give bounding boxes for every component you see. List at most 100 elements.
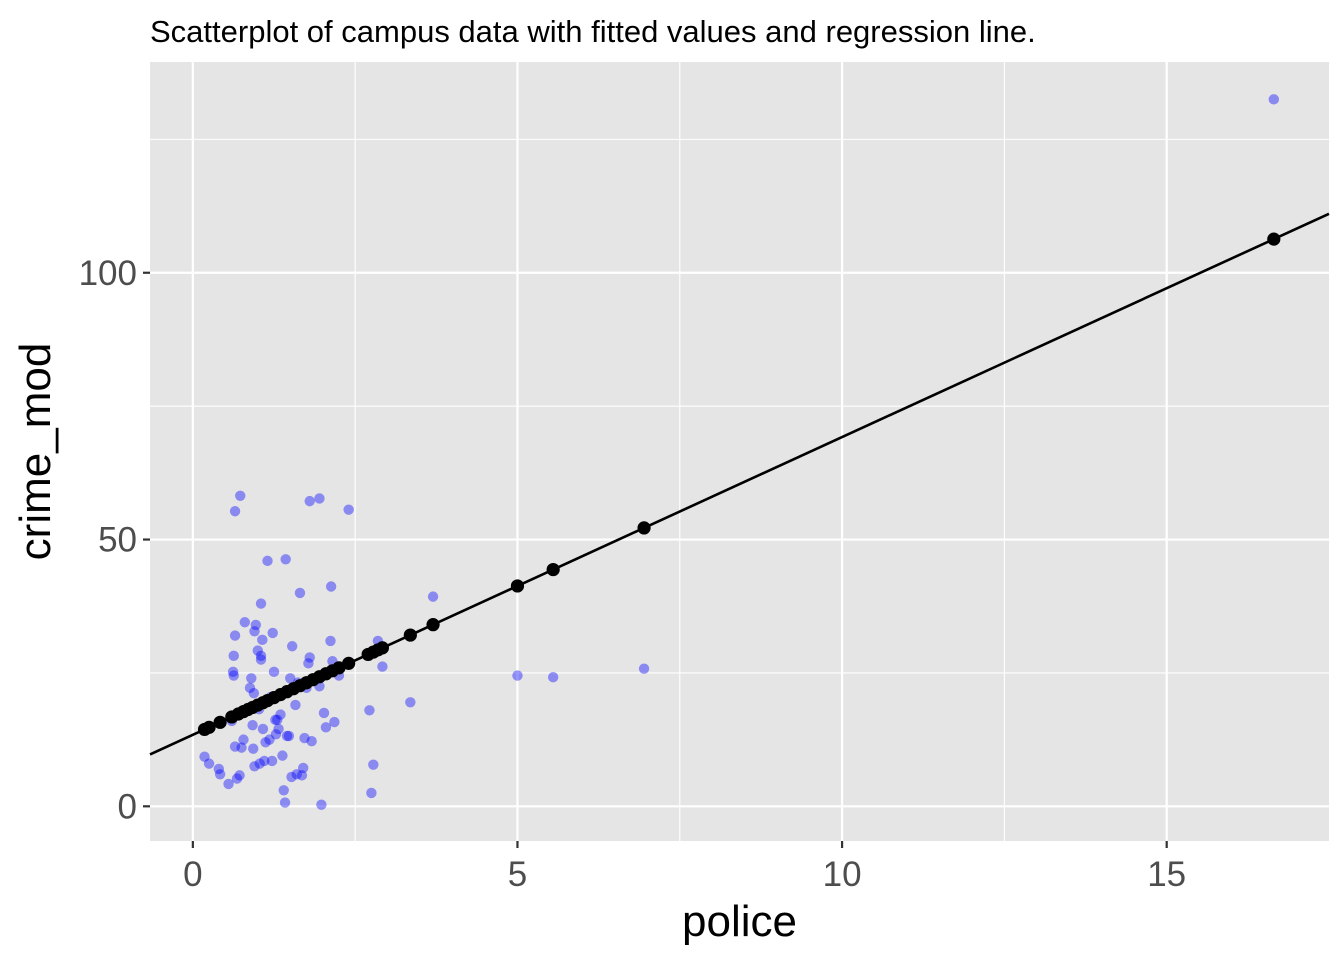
observed-point <box>638 663 650 674</box>
fitted-point <box>202 720 216 734</box>
observed-point <box>298 762 309 774</box>
observed-point <box>257 723 269 735</box>
observed-point <box>272 714 283 726</box>
observed-point <box>291 769 302 780</box>
x-axis-ticks: 0 5 10 15 <box>183 841 1186 894</box>
observed-point <box>304 652 315 663</box>
observed-point <box>281 730 293 742</box>
observed-point <box>273 723 284 735</box>
observed-point <box>229 630 241 641</box>
observed-point <box>248 688 260 699</box>
observed-point <box>255 650 267 662</box>
y-axis-title: crime_mod <box>11 343 60 561</box>
observed-point <box>405 697 416 708</box>
observed-point <box>299 732 310 744</box>
major-gridlines <box>150 62 1329 841</box>
observed-point <box>286 641 298 652</box>
observed-point <box>266 755 278 767</box>
observed-point <box>290 699 301 711</box>
observed-point <box>267 627 278 639</box>
observed-point <box>246 673 257 684</box>
observed-point <box>254 758 265 769</box>
observed-point <box>278 785 289 796</box>
observed-point <box>244 682 256 694</box>
observed-point <box>279 797 291 808</box>
observed-point <box>427 591 439 602</box>
observed-point <box>316 799 327 810</box>
observed-point <box>199 751 210 762</box>
y-axis-ticks: 0 50 100 <box>79 254 150 826</box>
observed-point <box>320 722 332 733</box>
x-tick-label: 10 <box>823 855 862 894</box>
observed-point <box>231 773 243 784</box>
fitted-points <box>197 232 1281 737</box>
observed-point <box>229 506 241 517</box>
observed-point <box>364 705 375 716</box>
fitted-point <box>546 562 560 577</box>
x-axis-title: police <box>682 897 797 946</box>
observed-point <box>318 707 330 719</box>
observed-points <box>199 94 1280 810</box>
observed-point <box>368 759 379 770</box>
observed-point <box>329 716 340 728</box>
observed-point <box>236 742 247 753</box>
observed-point <box>203 758 215 769</box>
observed-point <box>270 729 282 740</box>
observed-point <box>257 634 268 646</box>
observed-point <box>262 555 273 567</box>
observed-point <box>239 617 250 628</box>
observed-point <box>277 750 288 761</box>
y-tick-label: 0 <box>118 787 137 826</box>
observed-point <box>268 666 280 678</box>
observed-point <box>247 720 258 731</box>
plot-panel <box>150 62 1329 841</box>
observed-point <box>303 658 314 669</box>
observed-point <box>294 587 306 599</box>
observed-point <box>264 734 275 745</box>
observed-point <box>325 581 337 592</box>
observed-point <box>259 755 270 767</box>
fitted-point <box>403 628 417 642</box>
fitted-point <box>510 579 525 593</box>
observed-point <box>223 778 234 790</box>
observed-point <box>234 770 245 781</box>
observed-point <box>275 709 286 720</box>
observed-point <box>213 763 225 775</box>
observed-point <box>285 673 296 684</box>
observed-point <box>314 493 325 504</box>
fitted-point <box>375 641 390 655</box>
observed-point <box>283 730 295 742</box>
observed-point <box>304 495 315 507</box>
observed-point <box>228 670 239 681</box>
observed-point <box>235 490 246 501</box>
fitted-point <box>1267 232 1281 246</box>
chart-title: Scatterplot of campus data with fitted v… <box>150 14 1036 49</box>
observed-point <box>248 743 259 754</box>
observed-point <box>366 787 377 799</box>
observed-point <box>306 736 317 747</box>
observed-point <box>343 504 354 515</box>
observed-point <box>238 734 249 745</box>
observed-point <box>260 737 271 748</box>
x-tick-label: 5 <box>508 855 527 894</box>
y-tick-label: 50 <box>98 521 137 560</box>
observed-point <box>280 554 291 565</box>
minor-gridlines <box>150 62 1329 841</box>
observed-point <box>249 626 260 637</box>
observed-point <box>377 661 388 672</box>
fitted-point <box>637 521 651 535</box>
y-tick-label: 100 <box>79 254 137 293</box>
observed-point <box>228 650 239 662</box>
observed-point <box>512 670 523 681</box>
fitted-point <box>213 715 227 729</box>
observed-point <box>227 666 239 678</box>
observed-point <box>255 598 267 609</box>
observed-point <box>286 771 297 783</box>
x-tick-label: 0 <box>183 855 202 894</box>
observed-point <box>252 645 263 656</box>
observed-point <box>325 635 336 647</box>
observed-point <box>249 761 260 772</box>
observed-point <box>270 714 281 726</box>
observed-point <box>214 769 226 780</box>
